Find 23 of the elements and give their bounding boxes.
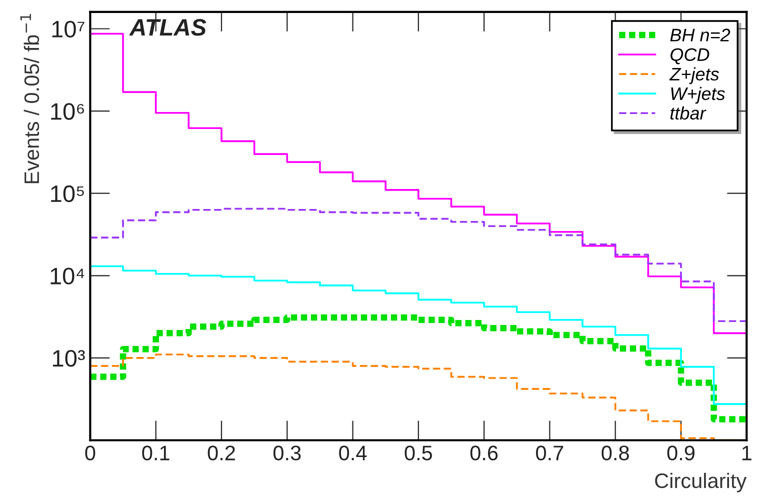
- y-tick-label: 10⁵: [51, 185, 84, 202]
- x-tick-label: 0.8: [602, 446, 629, 460]
- y-tick-label: 10⁶: [51, 103, 84, 120]
- x-tick-label: 0.6: [470, 446, 498, 460]
- y-tick-label: 10⁷: [52, 20, 84, 38]
- x-tick-label: 0.1: [142, 446, 170, 460]
- y-axis-title: Events / 0.05/ fb$^{−1}$: [20, 14, 40, 184]
- x-tick-label: 0.7: [536, 446, 564, 460]
- legend-label: ttbar: [670, 106, 706, 120]
- legend-label: BH n=2: [670, 28, 730, 42]
- x-tick-label: 0: [85, 446, 96, 460]
- y-tick-label: 10³: [53, 350, 85, 367]
- x-tick-label: 0.3: [273, 446, 301, 460]
- x-tick-label: 1: [742, 446, 752, 460]
- legend-label: QCD: [670, 48, 710, 64]
- x-tick-label: 0.5: [404, 446, 432, 460]
- legend-label: W+jets: [671, 86, 725, 104]
- x-tick-label: 0.9: [667, 446, 694, 460]
- x-tick-label: 0.2: [208, 446, 235, 460]
- x-tick-label: 0.4: [339, 446, 367, 460]
- x-axis-title: Circularity: [655, 472, 747, 492]
- y-tick-label: 10⁴: [50, 268, 84, 284]
- legend-label: Z+jets: [669, 67, 719, 84]
